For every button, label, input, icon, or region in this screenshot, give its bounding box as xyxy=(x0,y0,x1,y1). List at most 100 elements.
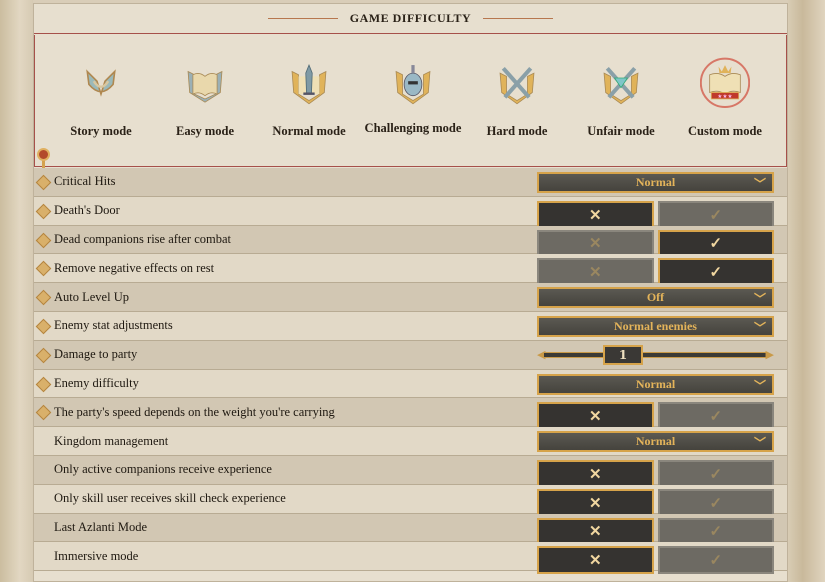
check-icon: ✓ xyxy=(709,493,723,512)
x-icon: ✕ xyxy=(588,263,602,282)
wings-horseshoe-icon xyxy=(86,69,116,97)
x-icon: ✕ xyxy=(588,522,602,541)
book-wings-icon xyxy=(187,70,223,103)
setting-row: Only active companions receive experienc… xyxy=(34,455,787,488)
setting-label: Dead companions rise after combat xyxy=(54,231,232,246)
mode-story-mode[interactable]: Story mode xyxy=(51,35,151,167)
setting-label: Kingdom management xyxy=(54,433,169,448)
setting-dropdown[interactable]: Normal ﹀ xyxy=(537,431,774,453)
mode-hard-mode[interactable]: Hard mode xyxy=(467,35,567,167)
setting-row: Only skill user receives skill check exp… xyxy=(34,484,787,517)
dropdown-value: Normal xyxy=(635,376,676,391)
setting-toggle: ✕ ✓ xyxy=(537,258,774,287)
mode-label: Custom mode xyxy=(688,124,762,138)
chevron-down-icon: ﹀ xyxy=(753,177,766,191)
setting-label: Enemy stat adjustments xyxy=(54,318,173,333)
check-icon: ✓ xyxy=(709,464,723,483)
difficulty-modes: Story mode Easy mode Normal mode Challengin… xyxy=(34,35,787,167)
setting-dropdown[interactable]: Normal enemies ﹀ xyxy=(537,315,774,337)
setting-label: Only active companions receive experienc… xyxy=(54,462,272,477)
check-icon: ✓ xyxy=(709,551,723,570)
setting-label: Only skill user receives skill check exp… xyxy=(54,491,286,506)
toggle-off-button[interactable]: ✕ xyxy=(537,546,654,575)
toggle-on-button[interactable]: ✓ xyxy=(657,229,774,258)
setting-dropdown[interactable]: Off ﹀ xyxy=(537,287,774,309)
gem-crossed-swords-icon xyxy=(603,66,639,105)
toggle-on-button[interactable]: ✓ xyxy=(657,546,774,575)
mode-normal-mode[interactable]: Normal mode xyxy=(259,35,359,167)
toggle-on-button[interactable]: ✓ xyxy=(657,200,774,229)
panel-header: GAME DIFFICULTY xyxy=(34,4,787,34)
x-icon: ✕ xyxy=(588,234,602,253)
setting-label: The party's speed depends on the weight … xyxy=(54,404,335,419)
toggle-off-button[interactable]: ✕ xyxy=(537,200,654,229)
svg-text:★★★: ★★★ xyxy=(717,93,732,100)
toggle-on-button[interactable]: ✓ xyxy=(657,258,774,287)
mode-label: Unfair mode xyxy=(587,124,655,138)
setting-row: The party's speed depends on the weight … xyxy=(34,398,787,431)
setting-row: Death's Door ✕ ✓ xyxy=(34,196,787,229)
x-icon: ✕ xyxy=(588,205,602,224)
dropdown-value: Normal xyxy=(635,434,676,449)
setting-label: Last Azlanti Mode xyxy=(54,519,148,534)
check-icon: ✓ xyxy=(709,263,723,282)
timeline-start-icon xyxy=(37,148,50,161)
toggle-on-button[interactable]: ✓ xyxy=(657,459,774,488)
x-icon: ✕ xyxy=(588,464,602,483)
setting-toggle: ✕ ✓ xyxy=(537,517,774,546)
toggle-off-button[interactable]: ✕ xyxy=(537,488,654,517)
setting-row: Damage to party ◀ 1 ▶ xyxy=(34,340,787,370)
setting-row: Dead companions rise after combat ✕ ✓ xyxy=(34,225,787,258)
toggle-on-button[interactable]: ✓ xyxy=(657,488,774,517)
setting-label: Death's Door xyxy=(54,203,120,218)
setting-dropdown[interactable]: Normal ﹀ xyxy=(537,373,774,395)
mode-custom-mode[interactable]: ★★★ Custom mode xyxy=(675,35,775,167)
mode-label: Story mode xyxy=(70,124,132,138)
panel-title: GAME DIFFICULTY xyxy=(349,11,472,25)
x-icon: ✕ xyxy=(588,551,602,570)
setting-toggle: ✕ ✓ xyxy=(537,459,774,488)
setting-row: Immersive mode ✕ ✓ xyxy=(34,542,787,575)
slider-track[interactable] xyxy=(543,351,768,358)
chevron-down-icon: ﹀ xyxy=(753,292,766,307)
setting-label: Remove negative effects on rest xyxy=(54,260,215,275)
settings-list: Critical Hits Normal ﹀ Death's Door ✕ ✓ Dead c… xyxy=(34,168,787,575)
toggle-on-button[interactable]: ✓ xyxy=(657,402,774,431)
arrow-left-icon: ◀ xyxy=(537,347,546,361)
dropdown-value: Off xyxy=(646,290,665,305)
slider-handle[interactable]: 1 xyxy=(603,344,643,365)
chevron-down-icon: ﹀ xyxy=(753,320,766,335)
mode-label: Easy mode xyxy=(176,124,234,138)
toggle-off-button[interactable]: ✕ xyxy=(537,459,654,488)
setting-toggle: ✕ ✓ xyxy=(537,488,774,517)
setting-row: Remove negative effects on rest ✕ ✓ xyxy=(34,254,787,287)
mode-unfair-mode[interactable]: Unfair mode xyxy=(571,35,671,167)
setting-row: Last Azlanti Mode ✕ ✓ xyxy=(34,513,787,546)
toggle-off-button[interactable]: ✕ xyxy=(537,402,654,431)
setting-row: Auto Level Up Off ﹀ xyxy=(34,283,787,312)
mode-easy-mode[interactable]: Easy mode xyxy=(155,35,255,167)
mode-challenging-mode[interactable]: Challenging mode xyxy=(363,35,463,167)
helmet-book-icon xyxy=(395,65,431,105)
toggle-off-button[interactable]: ✕ xyxy=(537,517,654,546)
setting-label: Auto Level Up xyxy=(54,289,129,304)
arrow-right-icon: ▶ xyxy=(765,347,774,361)
setting-row: Critical Hits Normal ﹀ xyxy=(34,168,787,197)
x-icon: ✕ xyxy=(588,493,602,512)
difficulty-panel: GAME DIFFICULTY Story mode Easy mode Norma… xyxy=(33,3,788,582)
chevron-down-icon: ﹀ xyxy=(753,436,766,451)
setting-label: Damage to party xyxy=(54,347,138,362)
header-ornament xyxy=(483,18,554,19)
toggle-off-button[interactable]: ✕ xyxy=(537,229,654,258)
toggle-off-button[interactable]: ✕ xyxy=(537,258,654,287)
check-icon: ✓ xyxy=(709,522,723,541)
setting-label: Immersive mode xyxy=(54,548,139,563)
setting-dropdown[interactable]: Normal ﹀ xyxy=(537,172,774,193)
toggle-on-button[interactable]: ✓ xyxy=(657,517,774,546)
setting-row: Kingdom management Normal ﹀ xyxy=(34,427,787,456)
setting-slider[interactable]: ◀ 1 ▶ xyxy=(537,344,774,365)
parchment-edge-left xyxy=(0,0,33,582)
setting-row: Enemy difficulty Normal ﹀ xyxy=(34,369,787,399)
mode-label: Challenging mode xyxy=(364,121,462,135)
setting-toggle: ✕ ✓ xyxy=(537,546,774,575)
